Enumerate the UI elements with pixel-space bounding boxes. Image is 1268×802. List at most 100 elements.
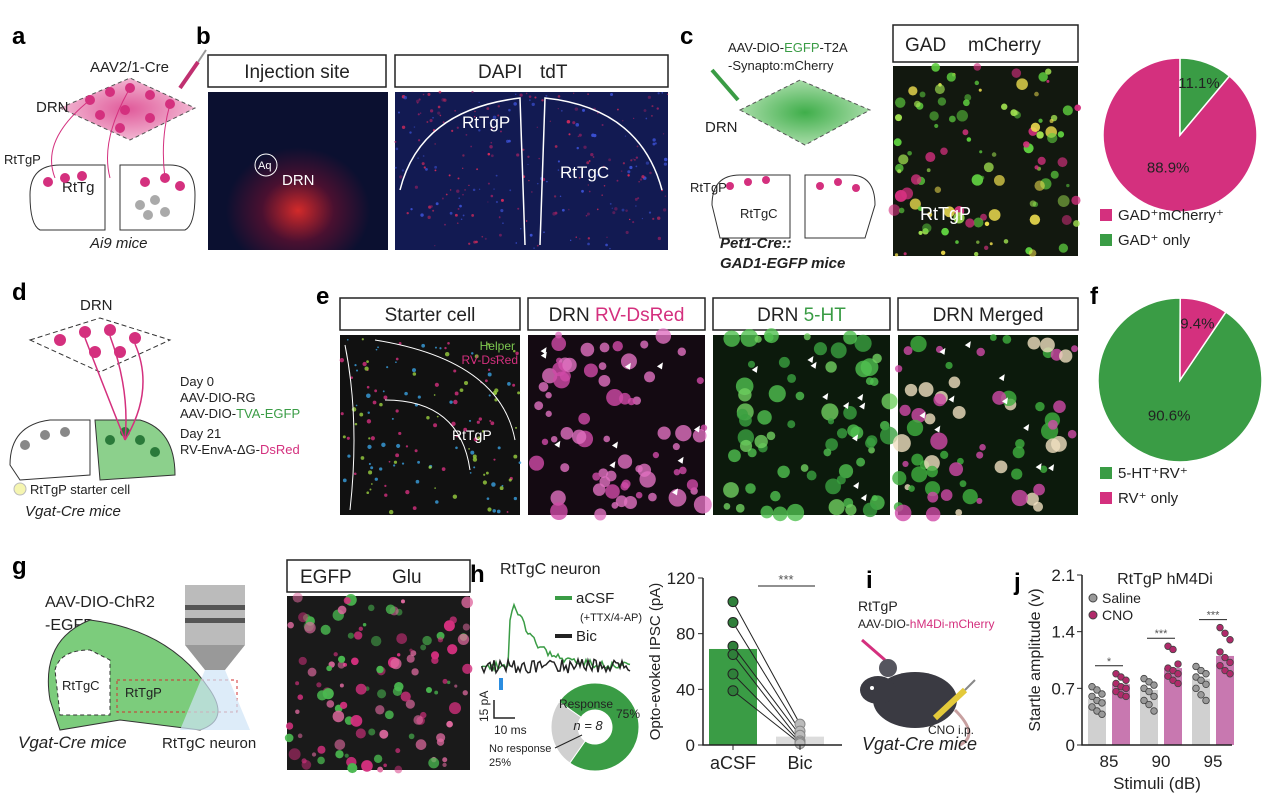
cell-mark bbox=[888, 204, 901, 216]
cell-mark bbox=[499, 130, 502, 133]
box-title-glu: Glu bbox=[392, 567, 422, 588]
cell-mark bbox=[599, 342, 610, 353]
cell-mark bbox=[476, 168, 479, 171]
cell-mark bbox=[455, 446, 458, 450]
cell-mark bbox=[374, 477, 378, 481]
data-point bbox=[1140, 696, 1148, 705]
cell-mark bbox=[965, 218, 975, 228]
title-box bbox=[712, 297, 891, 331]
cell-mark bbox=[404, 391, 408, 396]
cell-mark bbox=[1047, 132, 1058, 144]
cell-mark bbox=[897, 169, 902, 174]
cell-mark bbox=[493, 458, 496, 461]
cell-mark bbox=[647, 95, 651, 99]
mice-label: Vgat-Cre mice bbox=[18, 733, 127, 752]
cell-mark bbox=[566, 120, 571, 124]
cell-mark bbox=[666, 93, 669, 95]
cell-mark bbox=[941, 227, 949, 236]
cell-mark bbox=[830, 342, 847, 359]
cell-mark bbox=[426, 416, 430, 420]
cell-mark bbox=[963, 99, 970, 107]
panel-b: b Injection site Aq DRN DAPI tdT RtTgP R… bbox=[196, 23, 669, 250]
cell-mark bbox=[973, 63, 982, 71]
cell-mark bbox=[940, 489, 953, 501]
x-tick-label: 95 bbox=[1204, 752, 1223, 771]
cell-mark bbox=[284, 733, 294, 743]
cell-mark bbox=[429, 119, 433, 123]
bar-aCSF bbox=[709, 648, 757, 745]
data-point bbox=[1150, 681, 1158, 689]
cell-mark bbox=[1057, 195, 1070, 207]
cell-mark bbox=[828, 499, 845, 516]
cell-mark bbox=[456, 222, 459, 225]
arrowhead-icon bbox=[934, 425, 941, 433]
cell-mark bbox=[971, 174, 984, 186]
cell-mark bbox=[892, 471, 907, 486]
cell-mark bbox=[508, 478, 512, 482]
cell-mark bbox=[474, 354, 479, 359]
cell-mark bbox=[428, 465, 432, 469]
cell-mark bbox=[934, 84, 945, 95]
cell-mark bbox=[401, 462, 405, 465]
cell-mark bbox=[603, 435, 611, 443]
cell-mark bbox=[587, 93, 589, 96]
cell-mark bbox=[940, 147, 948, 155]
cell-mark bbox=[979, 444, 986, 451]
cell-mark bbox=[451, 421, 456, 426]
svg-text:AAV-DIO-EGFP-T2A: AAV-DIO-EGFP-T2A bbox=[728, 40, 848, 55]
cell-mark bbox=[893, 138, 902, 147]
cell-mark bbox=[401, 125, 406, 129]
chart-title: RtTgP hM4Di bbox=[1117, 571, 1213, 588]
cell-mark bbox=[778, 356, 790, 368]
cell-mark bbox=[343, 597, 351, 605]
cell-mark bbox=[1001, 103, 1008, 110]
cell-mark bbox=[571, 429, 587, 444]
donut-noresponse-label: No response bbox=[489, 743, 551, 755]
cell-mark bbox=[933, 393, 947, 407]
cell-mark bbox=[472, 457, 478, 462]
cell-mark bbox=[583, 145, 587, 149]
pie-slice-label: 90.6% bbox=[1148, 407, 1191, 424]
cell-mark bbox=[608, 158, 612, 162]
neuron-mark bbox=[120, 105, 130, 115]
box-title-egfp: EGFP bbox=[300, 567, 352, 588]
cell-mark bbox=[620, 353, 637, 370]
y-tick-label: 80 bbox=[676, 625, 695, 644]
cell-mark bbox=[447, 644, 458, 655]
cell-mark bbox=[606, 389, 624, 407]
cell-mark bbox=[354, 364, 357, 367]
cell-mark bbox=[317, 745, 326, 754]
pie-slice-label: 9.4% bbox=[1180, 316, 1214, 333]
cell-mark bbox=[502, 222, 504, 224]
cell-mark bbox=[655, 328, 672, 344]
cell-mark bbox=[855, 360, 872, 378]
cell-mark bbox=[385, 604, 396, 615]
cell-mark bbox=[652, 142, 656, 146]
cell-mark bbox=[1034, 91, 1039, 97]
cell-mark bbox=[462, 167, 464, 169]
cell-mark bbox=[464, 189, 466, 191]
cell-mark bbox=[288, 748, 301, 761]
cell-mark bbox=[316, 682, 322, 688]
cell-mark bbox=[297, 733, 303, 739]
cell-mark bbox=[513, 496, 518, 501]
light-pulse-marker bbox=[499, 678, 503, 690]
cell-mark bbox=[403, 95, 408, 100]
cell-mark bbox=[433, 394, 436, 396]
cell-mark bbox=[476, 420, 480, 424]
panel-c: c AAV-DIO-EGFP-T2A -Synapto:mCherry DRN … bbox=[680, 23, 1258, 272]
drn-label: DRN bbox=[282, 172, 315, 189]
cell-mark bbox=[1074, 104, 1082, 112]
cell-mark bbox=[924, 413, 936, 425]
cell-mark bbox=[434, 244, 436, 247]
cell-mark bbox=[339, 358, 345, 363]
cell-mark bbox=[370, 635, 382, 647]
cell-mark bbox=[414, 185, 419, 189]
cell-mark bbox=[551, 336, 567, 351]
cell-mark bbox=[560, 109, 563, 112]
cell-mark bbox=[509, 189, 512, 192]
cell-mark bbox=[825, 438, 838, 451]
cell-mark bbox=[346, 436, 350, 440]
panel-letter: h bbox=[470, 561, 485, 588]
data-point bbox=[1197, 676, 1205, 684]
